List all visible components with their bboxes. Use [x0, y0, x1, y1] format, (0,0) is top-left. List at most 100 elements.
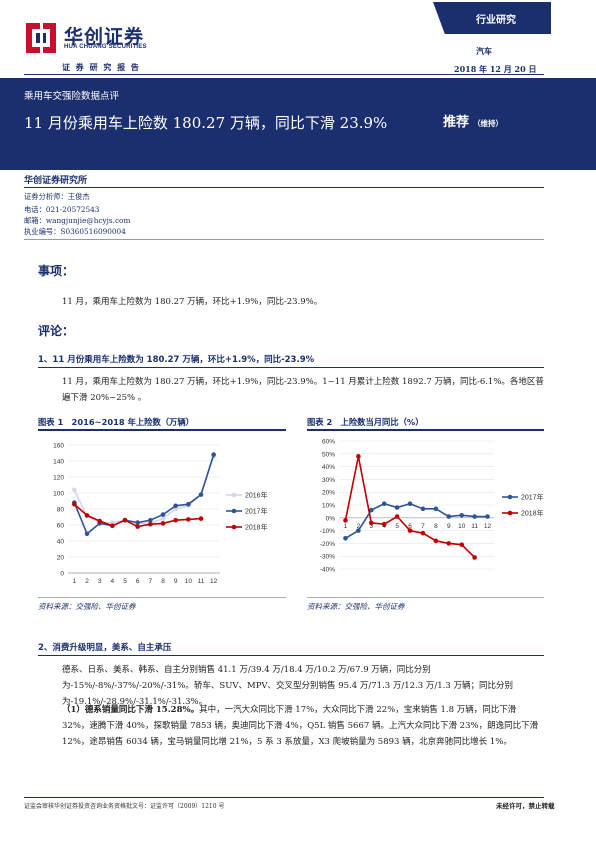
- data-point: [356, 528, 361, 533]
- y-tick-label: 0%: [326, 515, 336, 522]
- data-point: [186, 517, 191, 522]
- data-point: [84, 513, 90, 518]
- footer-disclaimer: 未经许可，禁止转载: [496, 802, 555, 810]
- y-tick-label: 60%: [322, 439, 335, 446]
- x-tick-label: 3: [369, 523, 373, 530]
- data-point: [72, 487, 77, 493]
- y-tick-label: 120: [53, 475, 64, 482]
- data-point: [173, 506, 178, 512]
- legend-marker: [507, 510, 513, 516]
- data-point: [135, 520, 140, 525]
- y-tick-label: 160: [53, 443, 64, 450]
- x-tick-label: 1: [73, 578, 77, 585]
- x-tick-label: 11: [198, 578, 205, 585]
- rating: 推荐 （维持）: [443, 111, 503, 130]
- rating-note: （维持）: [473, 119, 504, 128]
- data-point: [97, 518, 102, 524]
- y-tick-label: -30%: [320, 554, 335, 561]
- series-line: [344, 456, 476, 559]
- data-point: [160, 516, 166, 521]
- data-point: [148, 517, 153, 523]
- x-tick-label: 5: [395, 523, 399, 530]
- analyst-license: 执业编号：S0360516090004: [24, 227, 126, 236]
- figure-1-source-rule: [38, 597, 286, 598]
- legend-label: 2018年: [245, 523, 268, 532]
- figure-2-source-rule: [307, 597, 544, 598]
- y-tick-label: 50%: [322, 451, 335, 458]
- footer-divider: [24, 797, 544, 798]
- x-tick-label: 11: [471, 523, 478, 530]
- y-tick-label: -40%: [320, 567, 335, 574]
- data-point: [211, 452, 216, 457]
- subsection-3-paragraph: （1）德系销量同比下滑 15.28%。其中，一汽大众同比下滑 17%，大众同比下…: [62, 702, 546, 750]
- y-tick-label: 20: [57, 555, 65, 562]
- figure-1-title: 图表 1 2016~2018 年上险数（万辆）: [38, 417, 194, 427]
- x-tick-label: 5: [123, 578, 127, 585]
- data-point: [394, 514, 400, 519]
- data-point: [368, 507, 374, 513]
- series-line: [73, 455, 215, 525]
- x-tick-label: 10: [458, 523, 466, 530]
- y-tick-label: 10%: [322, 503, 335, 510]
- data-point: [356, 454, 361, 459]
- data-point: [186, 501, 191, 507]
- figure-1-source: 资料来源：交强险、华创证券: [38, 602, 136, 611]
- y-tick-label: 100: [53, 491, 64, 498]
- legend-label: 2018年: [521, 509, 544, 518]
- legend-label: 2016年: [245, 491, 268, 500]
- subsection-3-lead: （1）德系销量同比下滑 15.28%。: [62, 705, 200, 715]
- subsection-1-text: 11 月，乘用车上险数为 180.27 万辆，环比+1.9%，同比-23.9%。…: [62, 377, 544, 403]
- analyst-email: 邮箱：wangjunjie@hcyjs.com: [24, 216, 131, 225]
- data-point: [407, 528, 413, 533]
- figure-2-title: 图表 2 上险数当月同比（%）: [307, 417, 424, 427]
- data-point: [407, 501, 413, 507]
- legend-marker: [231, 508, 237, 514]
- data-point: [343, 518, 348, 523]
- logo-icon: [26, 23, 56, 53]
- legend-marker: [507, 494, 513, 500]
- y-tick-label: 40: [57, 539, 65, 546]
- data-point: [84, 531, 90, 537]
- data-point: [343, 535, 348, 541]
- x-tick-label: 8: [434, 523, 438, 530]
- x-tick-label: 10: [185, 578, 193, 585]
- data-point: [122, 517, 128, 523]
- data-point: [433, 538, 439, 544]
- x-tick-label: 6: [408, 523, 412, 530]
- y-tick-label: 60: [57, 523, 65, 530]
- data-point: [420, 506, 426, 512]
- data-point: [173, 517, 178, 523]
- institute-name: 华创证券研究所: [24, 176, 88, 186]
- data-point: [198, 492, 204, 497]
- title-banner: 乘用车交强险数据点评 11 月份乘用车上险数 180.27 万辆，同比下滑 23…: [0, 78, 596, 170]
- data-point: [110, 523, 115, 529]
- logo-text: 华创证券: [64, 26, 145, 48]
- data-point: [472, 514, 477, 519]
- doc-type: 证 券 研 究 报 告: [62, 62, 141, 72]
- x-tick-label: 6: [136, 578, 140, 585]
- figure-2-rule: [307, 429, 544, 431]
- institute-divider: [24, 187, 544, 188]
- data-point: [72, 501, 77, 507]
- data-point: [433, 506, 439, 512]
- data-point: [160, 521, 166, 526]
- y-tick-label: -20%: [320, 541, 335, 548]
- industry-label: 汽车: [476, 46, 492, 56]
- subsection-1-divider: [38, 367, 544, 368]
- figure-2-source: 资料来源：交强险、华创证券: [307, 602, 405, 611]
- legend-label: 2017年: [521, 493, 544, 502]
- y-tick-label: 30%: [322, 477, 335, 484]
- x-tick-label: 7: [149, 578, 153, 585]
- data-point: [381, 501, 387, 507]
- data-point: [472, 555, 477, 560]
- header-divider: [24, 74, 544, 75]
- analyst-name: 证券分析师：王俊杰: [24, 192, 90, 201]
- y-tick-label: 20%: [322, 490, 335, 497]
- legend-marker: [231, 492, 237, 498]
- footer-license: 证监会审核华创证券投资咨询业务资格批文号：证监许可（2009）1210 号: [24, 803, 225, 810]
- category-tab: 行业研究: [433, 2, 551, 34]
- subsection-2-text: 德系、日系、美系、韩系、自主分别销售 41.1 万/39.4 万/18.4 万/…: [62, 665, 513, 707]
- x-tick-label: 8: [161, 578, 165, 585]
- x-tick-label: 7: [421, 523, 425, 530]
- series-line: [345, 502, 488, 539]
